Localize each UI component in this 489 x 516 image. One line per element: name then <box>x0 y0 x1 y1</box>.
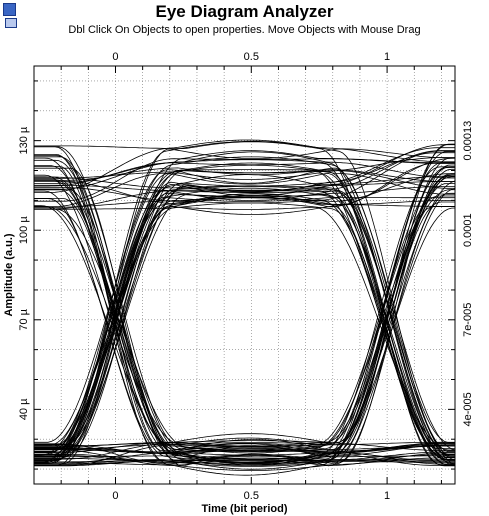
eye-trace <box>34 172 455 460</box>
eye-trace <box>34 181 455 458</box>
y-tick-label-left: 40 µ <box>18 398 30 420</box>
x-tick-label: 0 <box>112 490 118 502</box>
x-tick-label: 0.5 <box>244 490 259 502</box>
eye-trace <box>34 195 455 459</box>
analyzer-app-icon[interactable] <box>3 3 16 16</box>
y-tick-label-right: 7e-005 <box>462 303 474 337</box>
eye-trace <box>34 202 455 465</box>
x-axis-label: Time (bit period) <box>202 503 288 515</box>
y-tick-label-left: 130 µ <box>18 126 30 154</box>
eye-trace <box>34 180 455 207</box>
eye-trace <box>34 164 455 208</box>
eye-trace <box>34 157 455 184</box>
y-axis-label: Amplitude (a.u.) <box>3 233 15 316</box>
eye-trace <box>34 201 455 450</box>
eye-trace <box>34 187 455 465</box>
eye-trace <box>34 150 455 466</box>
eye-trace <box>34 151 455 476</box>
eye-trace <box>34 169 455 453</box>
eye-trace <box>34 457 455 466</box>
eye-trace <box>34 159 455 458</box>
plot-border <box>33 65 456 485</box>
x-tick-label-top: 0.5 <box>244 51 259 63</box>
chart-subtitle: Dbl Click On Objects to open properties.… <box>68 24 421 36</box>
eye-trace <box>34 183 455 454</box>
eye-trace <box>34 165 455 451</box>
y-tick-label-right: 0.0001 <box>462 213 474 247</box>
axis-ticks: 0 0 0.5 0.5 1 1 40 µ 70 µ 100 µ 130 µ 4e-005 7e-005… <box>18 51 474 502</box>
y-tick-label-left: 70 µ <box>18 308 30 330</box>
eye-trace <box>34 457 455 463</box>
eye-trace <box>34 156 456 451</box>
eye-trace <box>34 197 455 455</box>
plot-frame <box>33 65 456 485</box>
y-tick-label-left: 100 µ <box>18 216 30 244</box>
eye-trace <box>34 139 455 193</box>
window-icon[interactable] <box>5 18 17 28</box>
y-tick-label-right: 0.00013 <box>462 121 474 161</box>
x-tick-label-top: 1 <box>384 51 390 63</box>
eye-trace <box>34 444 456 466</box>
x-tick-label-top: 0 <box>112 51 118 63</box>
eye-trace <box>34 162 455 462</box>
eye-trace <box>34 140 455 457</box>
eye-trace <box>34 157 455 470</box>
chart-title: Eye Diagram Analyzer <box>155 2 334 21</box>
eye-trace <box>34 157 456 463</box>
eye-trace <box>34 168 455 448</box>
eye-trace <box>34 197 455 464</box>
eye-traces <box>34 139 456 476</box>
eye-trace <box>34 451 455 466</box>
y-tick-label-right: 4e-005 <box>462 392 474 426</box>
x-tick-label: 1 <box>384 490 390 502</box>
eye-trace <box>34 167 455 465</box>
eye-trace <box>34 198 455 453</box>
eye-trace <box>34 190 455 460</box>
eye-trace <box>34 187 455 464</box>
eye-trace <box>34 167 455 460</box>
eye-trace <box>34 159 456 452</box>
eye-trace <box>34 166 455 446</box>
eye-trace <box>34 444 455 466</box>
